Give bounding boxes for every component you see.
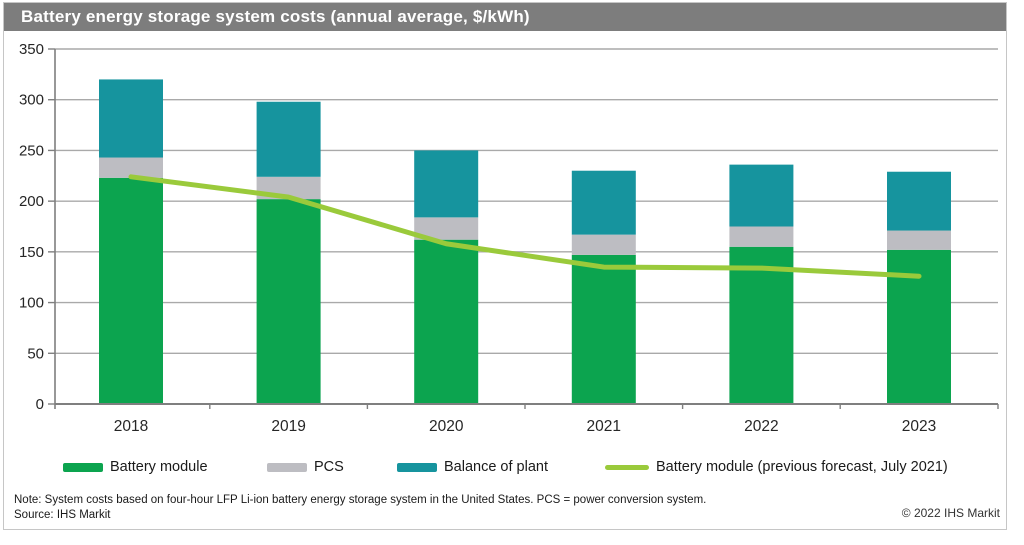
pcs-swatch-icon xyxy=(267,462,307,472)
legend-label: PCS xyxy=(314,459,344,475)
legend-item-battery-module: Battery module xyxy=(63,458,208,476)
footnote: Note: System costs based on four-hour LF… xyxy=(14,494,707,506)
legend-label: Balance of plant xyxy=(444,459,548,475)
legend-item-forecast-line: Battery module (previous forecast, July … xyxy=(605,458,948,476)
legend-label: Battery module (previous forecast, July … xyxy=(656,459,948,475)
legend-item-pcs: PCS xyxy=(267,458,344,476)
chart-title-bar: Battery energy storage system costs (ann… xyxy=(4,3,1006,31)
forecast-line-swatch-icon xyxy=(605,464,649,470)
copyright-note: © 2022 IHS Markit xyxy=(901,506,1000,520)
chart-title: Battery energy storage system costs (ann… xyxy=(21,7,530,26)
battery-module-swatch-icon xyxy=(63,462,103,472)
balance-of-plant-swatch-icon xyxy=(397,462,437,472)
legend-item-balance-of-plant: Balance of plant xyxy=(397,458,548,476)
chart-frame: Battery energy storage system costs (ann… xyxy=(3,2,1007,530)
source-note: Source: IHS Markit xyxy=(14,509,111,521)
legend-label: Battery module xyxy=(110,459,208,475)
